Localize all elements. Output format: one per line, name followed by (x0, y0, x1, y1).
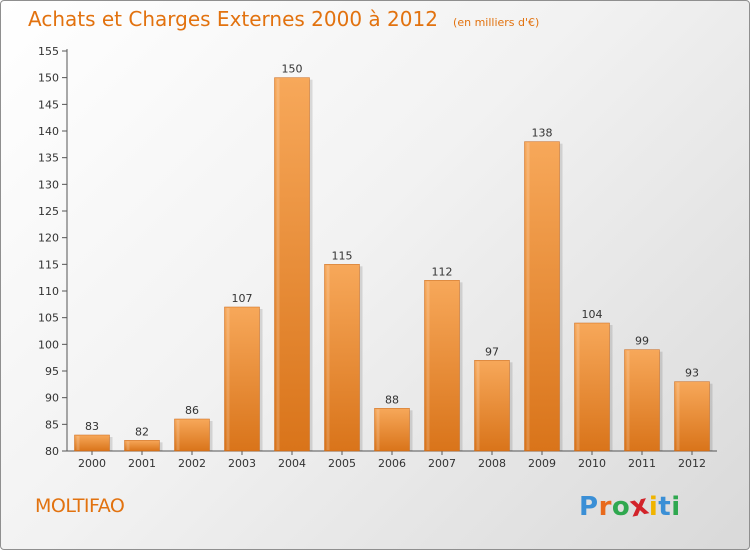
x-tick-label: 2007 (428, 457, 456, 470)
logo-letter: i (648, 492, 659, 522)
x-tick-label: 2011 (628, 457, 656, 470)
bar-highlight (626, 350, 630, 450)
y-tick-label: 85 (45, 418, 59, 431)
bar-2008 (474, 360, 510, 452)
data-label: 97 (485, 345, 499, 358)
y-tick-label: 155 (38, 45, 59, 58)
y-tick-label: 125 (38, 205, 59, 218)
x-tick-label: 2009 (528, 457, 556, 470)
x-tick-label: 2006 (378, 457, 406, 470)
x-tick-label: 2000 (78, 457, 106, 470)
bar-highlight (376, 409, 380, 450)
bar-2005 (324, 264, 360, 452)
y-tick-label: 100 (38, 338, 59, 351)
x-tick-label: 2010 (578, 457, 606, 470)
logo-letter: i (671, 492, 681, 522)
data-label: 107 (232, 292, 253, 305)
y-tick-label: 110 (38, 285, 59, 298)
y-tick-label: 95 (45, 365, 59, 378)
bar-highlight (176, 420, 180, 450)
bar-highlight (526, 142, 530, 450)
data-label: 99 (635, 335, 649, 348)
x-tick-label: 2001 (128, 457, 156, 470)
y-tick-label: 135 (38, 152, 59, 165)
data-label: 93 (685, 367, 699, 380)
bar-2011 (624, 349, 660, 452)
data-label: 138 (532, 127, 553, 140)
bar-2002 (174, 418, 210, 452)
bar-2009 (524, 141, 560, 452)
bar-2003 (224, 306, 260, 452)
data-label: 88 (385, 393, 399, 406)
bar-2001 (124, 440, 160, 452)
data-label: 112 (432, 265, 453, 278)
data-label: 150 (282, 63, 303, 76)
bar-2000 (74, 434, 110, 452)
bar-2004 (274, 77, 310, 452)
bar-2010 (574, 322, 610, 452)
bar-highlight (226, 308, 230, 450)
bar-highlight (276, 78, 280, 451)
bar-highlight (426, 281, 430, 450)
logo-letter: P (579, 492, 599, 522)
data-label: 115 (332, 249, 353, 262)
y-tick-label: 150 (38, 72, 59, 85)
x-tick-label: 2005 (328, 457, 356, 470)
bar-2006 (374, 408, 410, 452)
x-tick-label: 2003 (228, 457, 256, 470)
x-tick-label: 2004 (278, 457, 306, 470)
bar-2007 (424, 280, 460, 452)
logo-letter: r (598, 492, 612, 522)
x-tick-label: 2012 (678, 457, 706, 470)
chart-subtitle: (en milliers d'€) (453, 16, 540, 29)
data-label: 82 (135, 425, 149, 438)
bar-highlight (126, 441, 130, 450)
logo-letter: t (658, 492, 672, 522)
logo-letter: o (611, 492, 631, 522)
y-tick-label: 105 (38, 312, 59, 325)
y-tick-label: 115 (38, 258, 59, 271)
chart-title: Achats et Charges Externes 2000 à 2012 (28, 7, 438, 31)
bar-highlight (76, 436, 80, 450)
data-label: 83 (85, 420, 99, 433)
y-tick-label: 120 (38, 232, 59, 245)
data-labels: 83 82 86 107 150 115 88 112 97 138 104 99 93 (85, 63, 699, 439)
bar-highlight (326, 265, 330, 450)
bar-highlight (676, 382, 680, 450)
proxiti-logo: Proxiti (579, 487, 681, 523)
bars (74, 77, 713, 452)
axes: 80 85 90 95 100 105 110 115 120 125 130 135 140 145 15… (38, 45, 717, 470)
y-tick-label: 140 (38, 125, 59, 138)
x-tick-label: 2008 (478, 457, 506, 470)
commune-name: MOLTIFAO (35, 495, 125, 517)
bar-highlight (476, 361, 480, 450)
data-label: 104 (582, 308, 603, 321)
y-tick-label: 130 (38, 178, 59, 191)
y-tick-label: 145 (38, 98, 59, 111)
y-tick-label: 80 (45, 445, 59, 458)
y-tick-label: 90 (45, 392, 59, 405)
data-label: 86 (185, 404, 199, 417)
x-tick-label: 2002 (178, 457, 206, 470)
title-row: Achats et Charges Externes 2000 à 2012 (… (28, 7, 539, 31)
bar-2012 (674, 381, 710, 452)
bar-highlight (576, 324, 580, 450)
